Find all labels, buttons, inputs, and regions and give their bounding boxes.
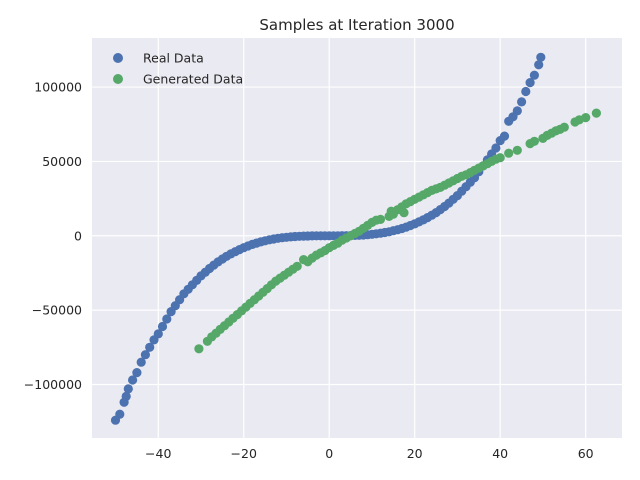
data-point xyxy=(136,357,146,367)
data-point xyxy=(399,208,409,218)
legend-marker xyxy=(113,53,123,63)
legend-marker xyxy=(113,74,123,84)
data-point xyxy=(157,321,168,332)
series-1 xyxy=(194,108,602,354)
data-point xyxy=(591,108,602,118)
data-point xyxy=(140,350,150,360)
tick-labels: −40 −20 0 20 40 60 −100000 −50000 0 50000 100000 xyxy=(24,80,594,461)
data-point xyxy=(534,60,544,70)
data-point xyxy=(375,214,386,224)
data-point xyxy=(194,344,204,354)
data-point xyxy=(121,391,131,401)
y-tick-label: −100000 xyxy=(24,377,82,392)
data-point xyxy=(491,143,501,153)
y-tick-label: 100000 xyxy=(34,80,82,95)
data-point xyxy=(145,342,155,352)
data-point xyxy=(559,122,569,132)
data-point xyxy=(115,409,125,419)
x-tick-label: 0 xyxy=(325,446,333,461)
data-point xyxy=(123,384,133,394)
data-point xyxy=(153,329,163,339)
data-point xyxy=(529,136,540,146)
data-point xyxy=(581,113,591,123)
data-point xyxy=(521,86,531,97)
legend-label: Generated Data xyxy=(143,72,243,87)
x-tick-label: 60 xyxy=(578,446,594,461)
y-tick-label: −50000 xyxy=(32,303,82,318)
data-point xyxy=(517,97,527,107)
legend-label: Real Data xyxy=(143,51,204,66)
x-tick-label: 40 xyxy=(492,446,508,461)
data-point xyxy=(495,153,505,163)
data-point xyxy=(529,70,540,80)
x-tick-label: −20 xyxy=(231,446,257,461)
legend: Real Data Generated Data xyxy=(113,51,243,87)
data-point xyxy=(512,106,522,116)
data-point xyxy=(525,78,535,88)
data-point xyxy=(536,52,546,62)
data-point xyxy=(499,131,510,141)
y-tick-label: 50000 xyxy=(42,154,82,169)
data-point xyxy=(512,145,522,155)
chart-title: Samples at Iteration 3000 xyxy=(259,16,454,34)
series-layer xyxy=(110,52,602,425)
data-point xyxy=(292,261,302,271)
series-0 xyxy=(110,52,546,425)
data-point xyxy=(128,375,138,385)
x-tick-label: 20 xyxy=(407,446,423,461)
data-point xyxy=(504,148,514,158)
data-point xyxy=(132,368,142,378)
y-tick-label: 0 xyxy=(74,228,82,243)
x-tick-label: −40 xyxy=(145,446,171,461)
data-point xyxy=(162,314,172,324)
